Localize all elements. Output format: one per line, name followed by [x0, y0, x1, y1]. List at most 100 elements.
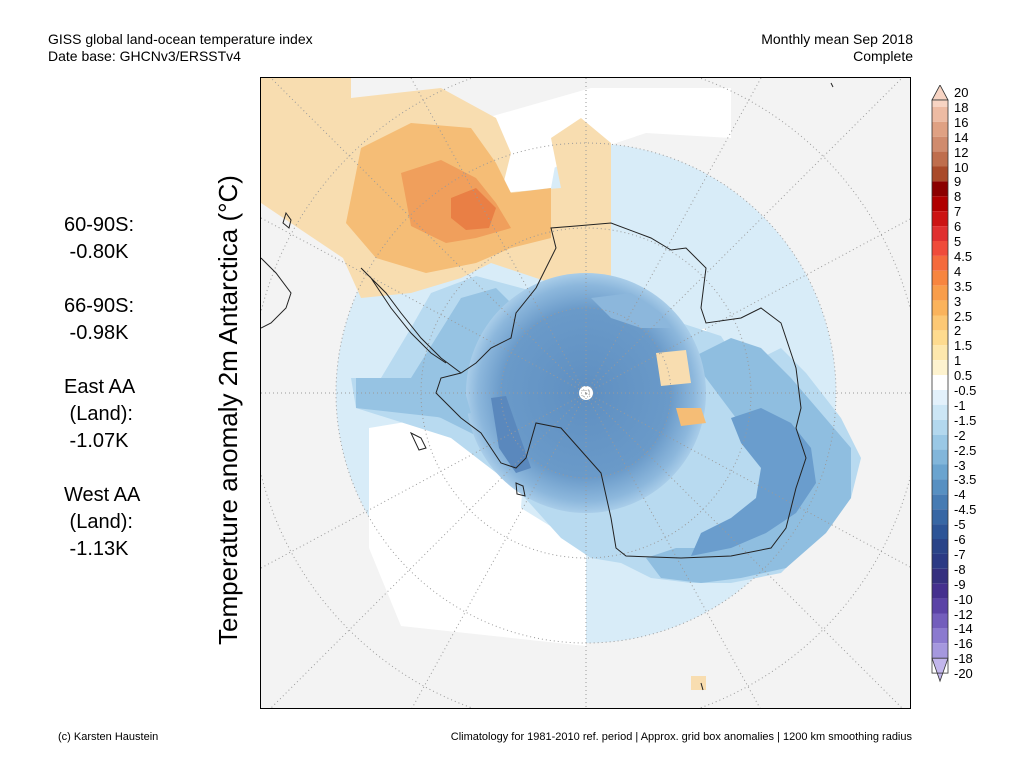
- colorbar-label: 12: [954, 144, 969, 160]
- colorbar-swatch: [932, 106, 948, 122]
- colorbar-swatch: [932, 464, 948, 480]
- footer-note: Climatology for 1981-2010 ref. period | …: [450, 731, 912, 743]
- meridian: [411, 78, 762, 708]
- south-america-coastline: [261, 257, 292, 329]
- colorbar-swatch: [932, 315, 948, 331]
- colorbar-label: -5: [954, 517, 966, 533]
- no-data-region: [501, 133, 561, 193]
- colorbar-swatch: [932, 136, 948, 152]
- island-coastline: [830, 82, 834, 88]
- island-coastline: [700, 682, 704, 691]
- colorbar-swatch: [932, 583, 948, 599]
- colorbar-swatch: [932, 449, 948, 465]
- no-data-region: [369, 408, 586, 646]
- colorbar-swatch: [932, 509, 948, 525]
- colorbar-swatch: [932, 553, 948, 569]
- stat-60-90s: 60-90S: -0.80K: [64, 212, 140, 266]
- colorbar-swatch: [932, 241, 948, 256]
- stat-66-90s: 66-90S: -0.98K: [64, 293, 140, 347]
- colorbar-swatch: [932, 360, 948, 376]
- stat-value: -0.80K: [64, 241, 129, 263]
- colorbar-label: 7: [954, 204, 962, 220]
- colorbar-swatch: [932, 345, 948, 361]
- stat-value: -0.98K: [64, 322, 129, 344]
- colorbar-label: -3.5: [954, 472, 977, 488]
- colorbar-swatch: [932, 226, 948, 241]
- colorbar-label: -3: [954, 457, 966, 473]
- header-period: Monthly mean Sep 2018: [761, 31, 913, 47]
- colorbar-label: -1.5: [954, 412, 977, 428]
- colorbar-swatch: [932, 300, 948, 316]
- colorbar-label: 6: [954, 219, 962, 235]
- colorbar-swatch: [932, 100, 948, 107]
- colorbar-swatch: [932, 196, 948, 212]
- header-left: GISS global land-ocean temperature index…: [48, 31, 313, 65]
- latitude-circle: [420, 227, 752, 559]
- island-coastline: [282, 211, 292, 229]
- colorbar-label: -16: [954, 636, 973, 652]
- stat-label: East AA (Land):: [64, 376, 136, 425]
- stat-west-aa-land: West AA (Land): -1.13K: [64, 482, 140, 563]
- colorbar-label: 3: [954, 293, 962, 309]
- anomaly-field: [261, 78, 861, 690]
- colorbar-label: -0.5: [954, 383, 977, 398]
- cold-core-extension: [491, 396, 531, 473]
- stat-label: West AA (Land):: [64, 484, 141, 533]
- colorbar-swatch: [932, 330, 948, 346]
- colorbar-label: 2.5: [954, 308, 973, 324]
- colorbar-swatch: [932, 598, 948, 614]
- colorbar-swatch: [932, 524, 948, 539]
- colorbar-swatch: [932, 151, 948, 167]
- antarctic-peninsula-coastline: [360, 267, 462, 374]
- header-status: Complete: [853, 48, 913, 64]
- colorbar-label: -7: [954, 546, 966, 562]
- colorbar-label: -6: [954, 532, 966, 547]
- colorbar-label: 10: [954, 159, 969, 175]
- colorbar-swatch: [932, 494, 948, 510]
- colorbar: [931, 85, 949, 683]
- colorbar-label: -12: [954, 606, 973, 622]
- colorbar-label: 2: [954, 323, 962, 339]
- colorbar-label: 4: [954, 263, 962, 279]
- warm-anomaly-region: [676, 408, 706, 426]
- colorbar-label: 8: [954, 189, 962, 205]
- colorbar-swatch: [932, 404, 948, 420]
- colorbar-label: -2.5: [954, 442, 977, 458]
- polar-map-svg: [261, 78, 910, 708]
- vertical-title: Temperature anomaly 2m Antarctica (°C): [213, 175, 243, 645]
- stat-label: 60-90S:: [64, 214, 135, 236]
- colorbar-swatch: [932, 270, 948, 286]
- colorbar-swatch: [932, 255, 948, 271]
- colorbar-label: -8: [954, 561, 966, 577]
- header-right: Monthly mean Sep 2018 Complete: [761, 31, 913, 65]
- latitude-circle: [500, 307, 672, 479]
- colorbar-label: 1: [954, 353, 962, 369]
- colorbar-swatch: [932, 211, 948, 227]
- colorbar-swatch: [932, 285, 948, 301]
- colorbar-label: 9: [954, 174, 962, 190]
- cold-core-extension: [591, 293, 671, 328]
- colorbar-arrow-top: [931, 85, 949, 101]
- footer-credit: (c) Karsten Haustein: [58, 731, 159, 743]
- colorbar-swatch: [932, 434, 948, 450]
- warm-anomaly-region: [656, 350, 691, 386]
- cold-core-extension: [356, 378, 471, 418]
- coastlines: [261, 82, 834, 691]
- colorbar-label: -18: [954, 651, 973, 667]
- graticule: [261, 78, 910, 708]
- colorbar-label: -4: [954, 487, 966, 503]
- colorbar-label: 18: [954, 99, 969, 115]
- colorbar-swatch: [932, 121, 948, 137]
- colorbar-swatch: [932, 628, 948, 644]
- colorbar-label: 16: [954, 114, 969, 130]
- colorbar-label: -9: [954, 576, 966, 592]
- header-database: Date base: GHCNv3/ERSSTv4: [48, 48, 241, 64]
- stat-label: 66-90S:: [64, 295, 135, 317]
- stat-value: -1.13K: [64, 538, 129, 560]
- colorbar-label: 1.5: [954, 338, 973, 354]
- warm-anomaly-region: [691, 676, 706, 690]
- colorbar-label: 20: [954, 85, 969, 100]
- warm-anomaly-region: [451, 188, 496, 230]
- colorbar-label: -20: [954, 666, 973, 682]
- colorbar-label: -14: [954, 621, 973, 637]
